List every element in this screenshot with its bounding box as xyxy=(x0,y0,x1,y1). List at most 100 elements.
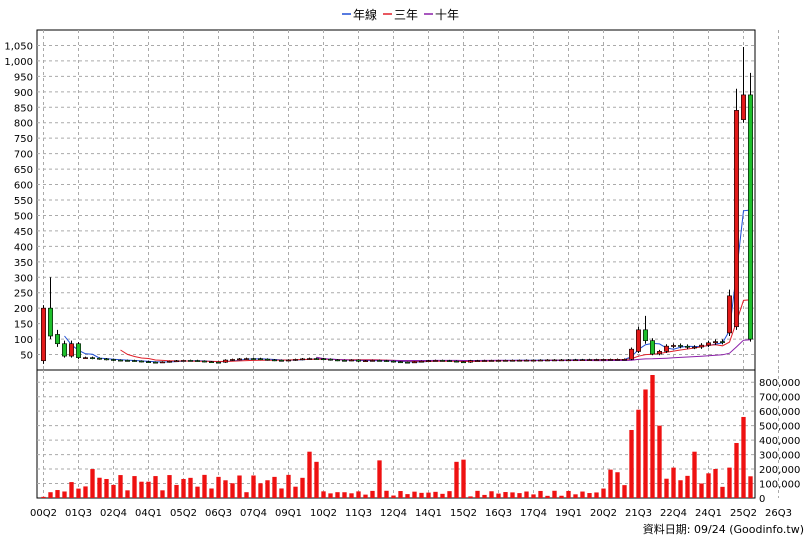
x-tick-label: 17Q4 xyxy=(520,508,547,519)
volume-bar xyxy=(342,492,347,498)
candle-body xyxy=(433,360,438,362)
candle-body xyxy=(720,341,725,343)
volume-tick-label: 400,000 xyxy=(759,436,800,447)
volume-bar xyxy=(55,490,60,498)
candle-body xyxy=(125,360,130,362)
volume-bar xyxy=(580,491,585,498)
volume-bar xyxy=(272,476,277,498)
volume-bar xyxy=(496,493,501,498)
x-tick-label: 14Q1 xyxy=(415,508,442,519)
x-tick-label: 25Q2 xyxy=(730,508,757,519)
candle-body xyxy=(615,359,620,361)
x-tick-label: 12Q4 xyxy=(380,508,407,519)
volume-bar xyxy=(531,494,536,498)
candle-body xyxy=(160,361,165,364)
price-axis-ticks: 50 100 150 200 250 300 350 400 450 500 550 600 650 70… xyxy=(4,41,33,361)
candle-body xyxy=(62,343,67,357)
volume-bar xyxy=(244,492,249,498)
x-tick-label: 15Q2 xyxy=(450,508,477,519)
price-tick-label: 300 xyxy=(14,273,33,284)
volume-bar xyxy=(482,494,487,498)
volume-tick-label: 800,000 xyxy=(759,378,800,389)
candle-body xyxy=(384,360,389,362)
candle-body xyxy=(363,360,368,362)
volume-bar xyxy=(314,461,319,498)
volume-axis-ticks: 0 100,000 200,000 300,000 400,000 500,000 600,… xyxy=(759,378,800,505)
volume-tick-label: 100,000 xyxy=(759,480,800,491)
candlesticks xyxy=(41,47,753,364)
volume-tick-label: 500,000 xyxy=(759,422,800,433)
price-tick-label: 1,000 xyxy=(4,57,33,68)
volume-bar xyxy=(622,485,627,498)
candle-body xyxy=(699,344,704,348)
x-tick-label: 00Q2 xyxy=(30,508,57,519)
price-tick-label: 500 xyxy=(14,211,33,222)
candle-body xyxy=(468,360,473,363)
volume-bar xyxy=(76,488,81,498)
candle-body xyxy=(251,358,256,360)
candle-body xyxy=(440,360,445,362)
candle-body xyxy=(195,360,200,362)
volume-tick-label: 700,000 xyxy=(759,393,800,404)
candle-body xyxy=(300,358,305,361)
price-tick-label: 400 xyxy=(14,242,33,253)
candle-body xyxy=(517,359,522,362)
volume-bar xyxy=(48,492,53,498)
volume-bar xyxy=(601,488,606,498)
candle-body xyxy=(489,360,494,362)
volume-bar xyxy=(118,475,123,498)
volume-bar xyxy=(62,491,67,498)
volume-bar xyxy=(657,425,662,498)
candle-body xyxy=(188,360,193,362)
candle-body xyxy=(461,361,466,364)
x-tick-label: 04Q1 xyxy=(135,508,162,519)
volume-bar xyxy=(216,476,221,498)
volume-bar xyxy=(139,481,144,498)
candle-body xyxy=(48,307,53,337)
volume-bar xyxy=(559,495,564,498)
candle-body xyxy=(209,361,214,363)
volume-bar xyxy=(552,490,557,498)
candle-body xyxy=(629,348,634,360)
volume-bar xyxy=(132,476,137,498)
volume-bar xyxy=(594,492,599,498)
volume-bar xyxy=(734,443,739,498)
volume-bar xyxy=(300,477,305,498)
volume-bar xyxy=(412,491,417,498)
volume-bar xyxy=(727,467,732,498)
candle-body xyxy=(167,361,172,363)
volume-bar xyxy=(328,493,333,498)
volume-bar xyxy=(713,468,718,498)
volume-bar xyxy=(433,491,438,498)
volume-bar xyxy=(699,483,704,498)
candle-body xyxy=(293,359,298,361)
price-tick-label: 800 xyxy=(14,119,33,130)
price-tick-label: 650 xyxy=(14,165,33,176)
volume-tick-label: 200,000 xyxy=(759,465,800,476)
x-tick-label: 09Q1 xyxy=(275,508,302,519)
x-tick-label: 10Q2 xyxy=(310,508,337,519)
candle-body xyxy=(202,360,207,363)
price-tick-label: 600 xyxy=(14,181,33,192)
candle-body xyxy=(307,358,312,360)
candle-body xyxy=(734,110,739,328)
volume-bar xyxy=(237,475,242,498)
ma-line-2 xyxy=(120,299,751,363)
volume-bar xyxy=(335,492,340,498)
volume-bar xyxy=(384,490,389,498)
candle-body xyxy=(265,358,270,361)
candle-body xyxy=(545,359,550,362)
candle-body xyxy=(587,359,592,361)
price-tick-label: 100 xyxy=(14,335,33,346)
candle-body xyxy=(328,358,333,361)
volume-bar xyxy=(538,490,543,498)
x-tick-label: 02Q4 xyxy=(100,508,127,519)
candle-body xyxy=(286,359,291,362)
candle-body xyxy=(678,345,683,347)
volume-bar xyxy=(461,459,466,498)
candle-body xyxy=(335,359,340,362)
candle-body xyxy=(594,359,599,361)
candle-body xyxy=(671,345,676,347)
x-tick-label: 19Q1 xyxy=(555,508,582,519)
candle-body xyxy=(475,360,480,362)
